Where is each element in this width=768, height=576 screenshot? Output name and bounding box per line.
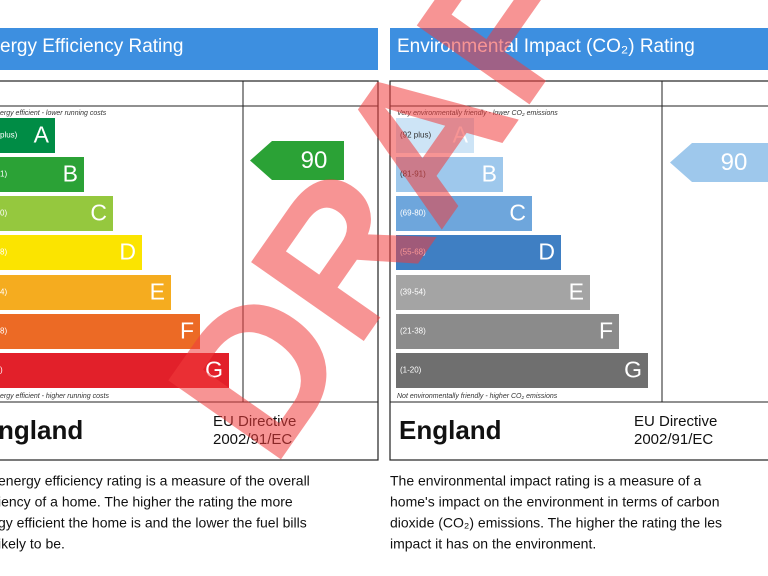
rating-band (0, 196, 113, 231)
header-bar (0, 28, 378, 70)
rating-band (396, 275, 590, 310)
band-range: (21-38) (400, 327, 426, 336)
rating-arrow (670, 143, 768, 182)
band-range: (39-54) (400, 288, 426, 297)
description-line: ikely to be. (0, 536, 65, 552)
rating-band (396, 353, 648, 388)
rating-band (396, 314, 619, 349)
description-line: impact it has on the environment. (390, 536, 596, 552)
band-range: (55-68) (400, 248, 426, 257)
band-letter: F (599, 318, 613, 344)
band-letter: F (180, 318, 194, 344)
description-line: The environmental impact rating is a mea… (390, 473, 701, 489)
directive: EU Directive (634, 413, 717, 430)
rating-arrow (250, 141, 344, 180)
band-range: ) (0, 366, 3, 375)
rating-band (0, 275, 171, 310)
band-letter: D (538, 239, 555, 265)
rating-band (0, 314, 200, 349)
country: England (399, 415, 502, 445)
band-letter: E (150, 279, 165, 305)
header-title: ergy Efficiency Rating (0, 36, 183, 57)
rating-band (396, 196, 532, 231)
header-bar (390, 28, 768, 70)
band-range: 8) (0, 248, 7, 257)
description-line: dioxide (CO₂) emissions. The higher the … (390, 515, 722, 531)
band-letter: B (482, 161, 497, 187)
rating-band (396, 235, 561, 270)
band-letter: A (34, 122, 50, 148)
band-range: 0) (0, 209, 7, 218)
frame (389, 80, 768, 461)
rating-band (0, 118, 55, 153)
header-title: Environmental Impact (CO₂) Rating (397, 36, 695, 57)
band-range: (1-20) (400, 366, 422, 375)
top-note: ergy efficient - lower running costs (0, 110, 107, 117)
band-letter: G (205, 357, 223, 383)
rating-value: 90 (301, 147, 328, 174)
country: ngland (0, 415, 83, 445)
directive: 2002/91/EC (213, 431, 292, 448)
description-line: iency of a home. The higher the rating t… (0, 494, 293, 510)
band-letter: D (119, 239, 136, 265)
band-letter: G (624, 357, 642, 383)
band-letter: A (453, 122, 469, 148)
rating-value: 90 (721, 149, 748, 176)
bottom-note: ergy efficient - higher running costs (0, 393, 109, 400)
band-range: (69-80) (400, 209, 426, 218)
directive: EU Directive (213, 413, 296, 430)
rating-band (0, 353, 229, 388)
band-letter: B (63, 161, 78, 187)
frame (0, 80, 379, 461)
band-range: (81-91) (400, 170, 426, 179)
description-line: gy efficient the home is and the lower t… (0, 515, 307, 531)
rating-band (0, 235, 142, 270)
description-line: energy efficiency rating is a measure of… (0, 473, 310, 489)
band-range: plus) (0, 131, 18, 140)
band-letter: C (90, 200, 107, 226)
directive: 2002/91/EC (634, 431, 713, 448)
description-line: home's impact on the environment in term… (390, 494, 720, 510)
band-letter: E (569, 279, 584, 305)
band-range: 1) (0, 170, 7, 179)
bottom-note: Not environmentally friendly - higher CO… (397, 393, 558, 400)
band-letter: C (509, 200, 526, 226)
rating-band (396, 118, 474, 153)
rating-band (0, 157, 84, 192)
band-range: (92 plus) (400, 131, 431, 140)
band-range: 8) (0, 327, 7, 336)
rating-band (396, 157, 503, 192)
top-note: Very environmentally friendly - lower CO… (397, 110, 558, 117)
band-range: 4) (0, 288, 7, 297)
